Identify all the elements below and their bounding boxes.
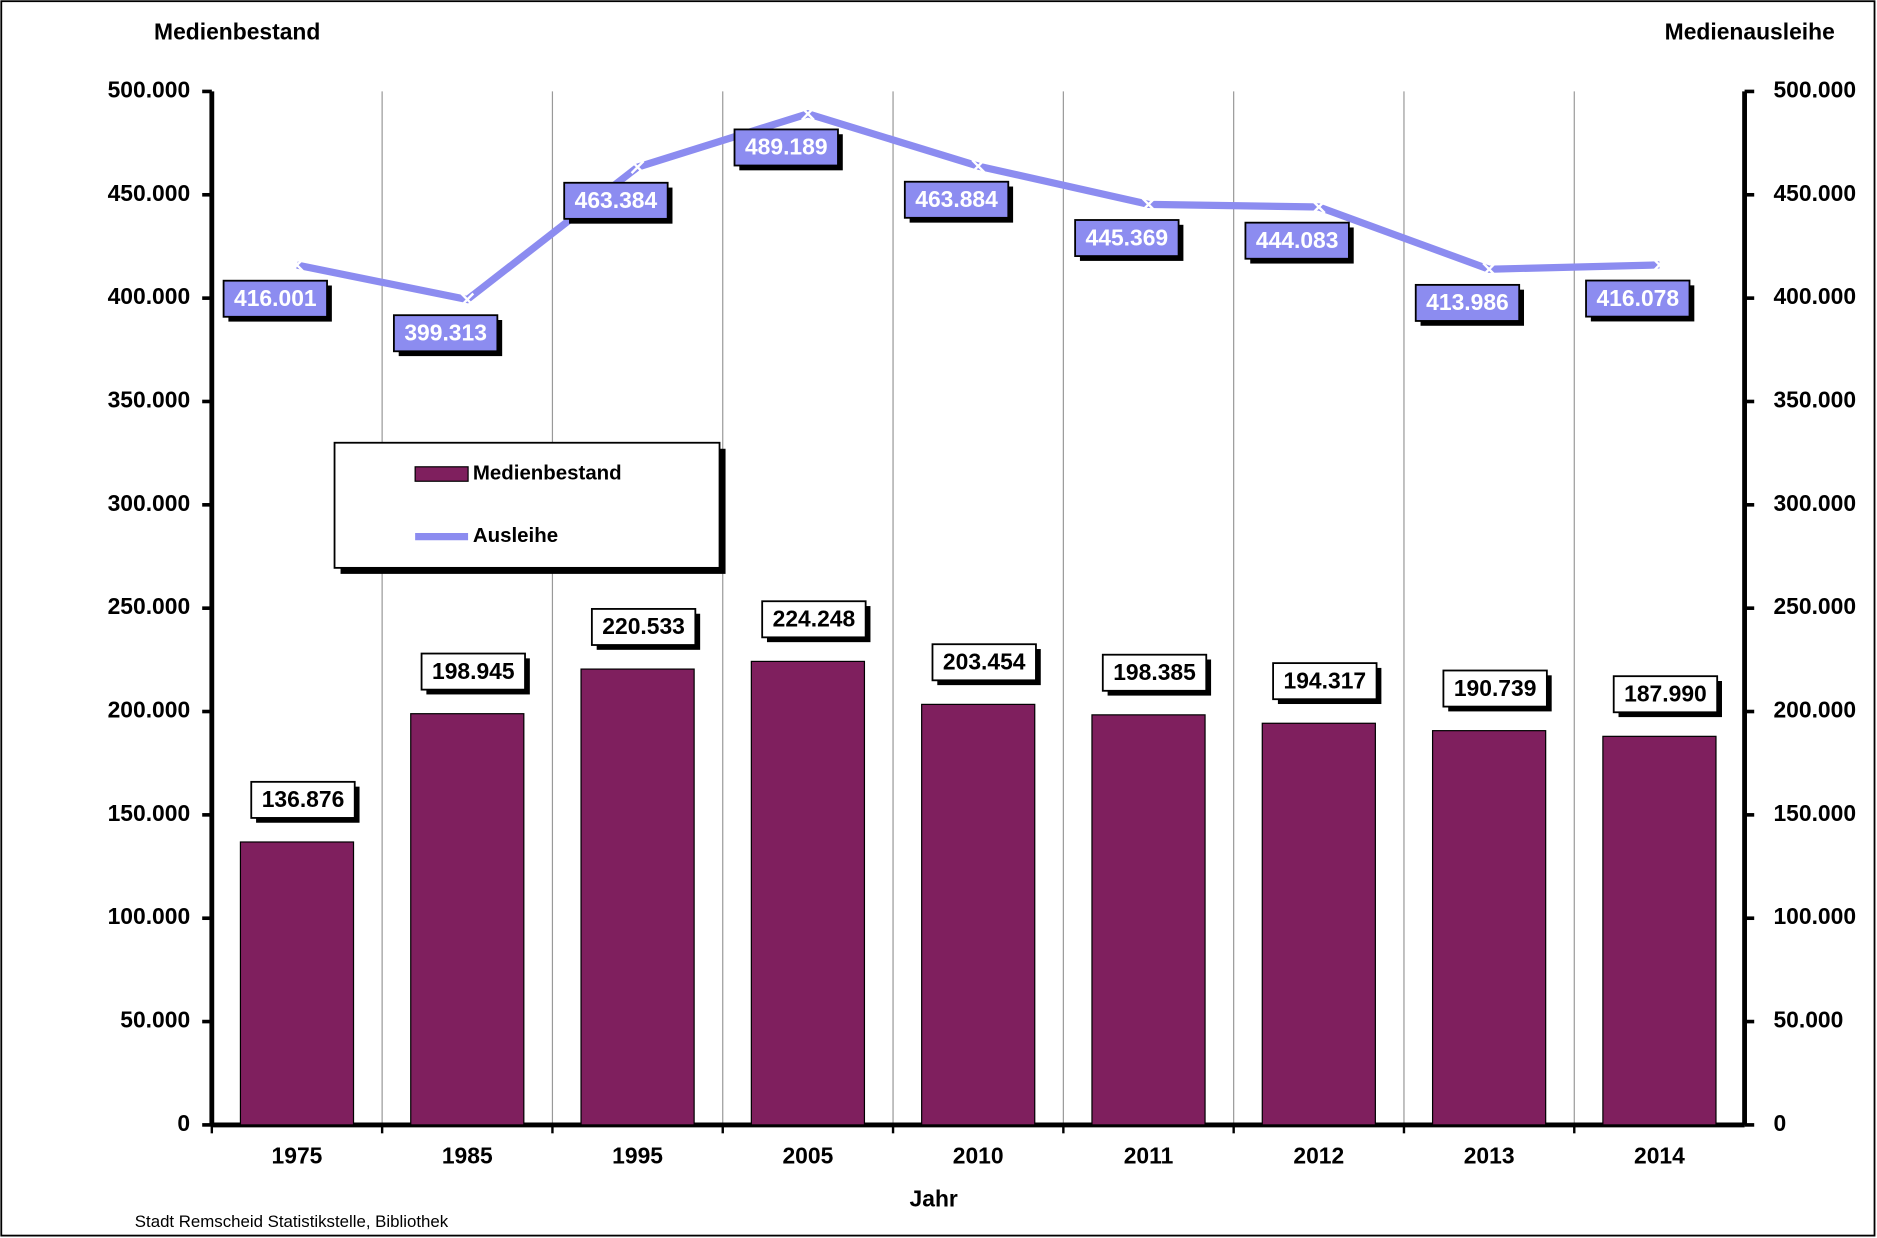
bar-value-label: 198.385 xyxy=(1113,659,1196,685)
y-tick-label: 400.000 xyxy=(108,283,191,309)
y-tick-label: 250.000 xyxy=(108,593,191,619)
bar xyxy=(1261,722,1376,1126)
legend-label: Ausleihe xyxy=(473,524,558,547)
line-marker xyxy=(1652,258,1667,272)
line-marker xyxy=(630,160,645,174)
bar xyxy=(1602,735,1717,1126)
y-tick-label: 300.000 xyxy=(108,490,191,516)
line-marker xyxy=(290,258,304,272)
line-value-label: 445.369 xyxy=(1086,224,1169,250)
x-tick-label: 1995 xyxy=(612,1142,663,1168)
bar xyxy=(580,668,695,1126)
line-value-label: 413.986 xyxy=(1426,289,1509,315)
bar-value-label-box xyxy=(250,780,356,819)
y2-tick-label: 300.000 xyxy=(1773,490,1856,516)
x-tick-label: 2010 xyxy=(953,1142,1004,1168)
line-value-label: 444.083 xyxy=(1256,227,1339,253)
line-value-label: 399.313 xyxy=(404,319,487,345)
y2-tick-label: 250.000 xyxy=(1773,593,1856,619)
bar-value-label-box xyxy=(1612,675,1719,714)
bar xyxy=(410,713,525,1126)
x-tick-label: 2011 xyxy=(1124,1142,1174,1168)
bar-value-label: 198.945 xyxy=(432,658,515,684)
bar-value-label-box xyxy=(590,608,697,646)
bar-value-label-box xyxy=(1272,662,1378,701)
bar-value-label: 224.248 xyxy=(773,606,856,632)
line-value-label-box xyxy=(903,180,1010,219)
bar-value-label: 194.317 xyxy=(1284,667,1367,693)
bar-value-label: 136.876 xyxy=(262,786,345,812)
line-marker xyxy=(1482,262,1496,277)
y-tick-label: 500.000 xyxy=(108,76,191,102)
legend-swatch xyxy=(414,466,469,482)
marks xyxy=(239,106,1717,1126)
bar xyxy=(1431,730,1547,1126)
y-axis-title: Medienbestand xyxy=(154,19,320,45)
bar-value-label-box xyxy=(761,600,867,639)
line-value-label-box xyxy=(392,314,499,353)
x-tick-label: 2005 xyxy=(782,1142,833,1168)
y2-tick-label: 400.000 xyxy=(1773,283,1856,309)
x-axis-title: Jahr xyxy=(910,1186,958,1212)
bar xyxy=(750,660,866,1126)
y2-tick-label: 100.000 xyxy=(1773,903,1856,929)
y-tick-label: 200.000 xyxy=(108,697,191,723)
y2-tick-label: 0 xyxy=(1773,1110,1786,1136)
y-tick-label: 50.000 xyxy=(120,1007,190,1033)
bar-value-label-box xyxy=(420,652,526,691)
y-tick-label: 100.000 xyxy=(108,903,191,929)
x-tick-label: 1975 xyxy=(272,1142,323,1168)
labels: 0 50.000 100.000 150.000 200.000 250.000 300.0… xyxy=(108,76,1856,1168)
y2-tick-label: 450.000 xyxy=(1773,180,1856,206)
y-tick-label: 150.000 xyxy=(108,800,191,826)
y2-tick-label: 500.000 xyxy=(1773,76,1856,102)
y-tick-label: 0 xyxy=(177,1110,190,1136)
bar-value-label: 203.454 xyxy=(943,649,1026,675)
line-value-label-box xyxy=(1414,283,1521,322)
bar-value-label-box xyxy=(1101,653,1208,692)
line-marker xyxy=(801,106,815,121)
y2-axis-title: Medienausleihe xyxy=(1665,19,1835,45)
y2-tick-label: 150.000 xyxy=(1773,800,1856,826)
line-value-label-box xyxy=(222,279,328,318)
line-value-label: 463.384 xyxy=(575,187,658,213)
bar-value-label: 190.739 xyxy=(1454,675,1537,701)
line-value-label: 416.078 xyxy=(1596,285,1679,311)
line-value-label-box xyxy=(1074,219,1180,257)
line-marker xyxy=(971,159,986,173)
y-tick-label: 450.000 xyxy=(108,180,191,206)
line-value-label-box xyxy=(563,181,669,220)
source: Stadt Remscheid Statistikstelle, Bibliot… xyxy=(135,1212,449,1231)
line-value-label-box xyxy=(1244,221,1350,260)
y2-tick-label: 350.000 xyxy=(1773,387,1856,413)
legend-label: Medienbestand xyxy=(473,461,622,484)
legend xyxy=(333,441,721,569)
bar-value-label-box xyxy=(1442,669,1548,708)
line-value-label-box xyxy=(1585,279,1691,318)
x-tick-label: 2012 xyxy=(1293,1142,1344,1168)
y2-tick-label: 200.000 xyxy=(1773,697,1856,723)
x-tick-label: 2013 xyxy=(1464,1142,1515,1168)
bar-value-label-box xyxy=(931,643,1037,682)
bar xyxy=(921,703,1036,1126)
y2-tick-label: 50.000 xyxy=(1773,1007,1843,1033)
x-tick-label: 1985 xyxy=(442,1142,493,1168)
bar xyxy=(239,841,355,1126)
line-value-label: 489.189 xyxy=(745,134,828,160)
line-marker xyxy=(460,292,475,307)
bar-value-label: 187.990 xyxy=(1624,680,1707,706)
line-value-label-box xyxy=(733,128,839,167)
line-value-label: 416.001 xyxy=(234,285,317,311)
line-marker xyxy=(1311,200,1326,214)
line-marker xyxy=(1141,197,1156,212)
line-value-label: 463.884 xyxy=(915,186,998,212)
bar xyxy=(1091,714,1206,1126)
x-tick-label: 2014 xyxy=(1634,1142,1685,1168)
bar-value-label: 220.533 xyxy=(602,613,685,639)
y-tick-label: 350.000 xyxy=(108,387,191,413)
